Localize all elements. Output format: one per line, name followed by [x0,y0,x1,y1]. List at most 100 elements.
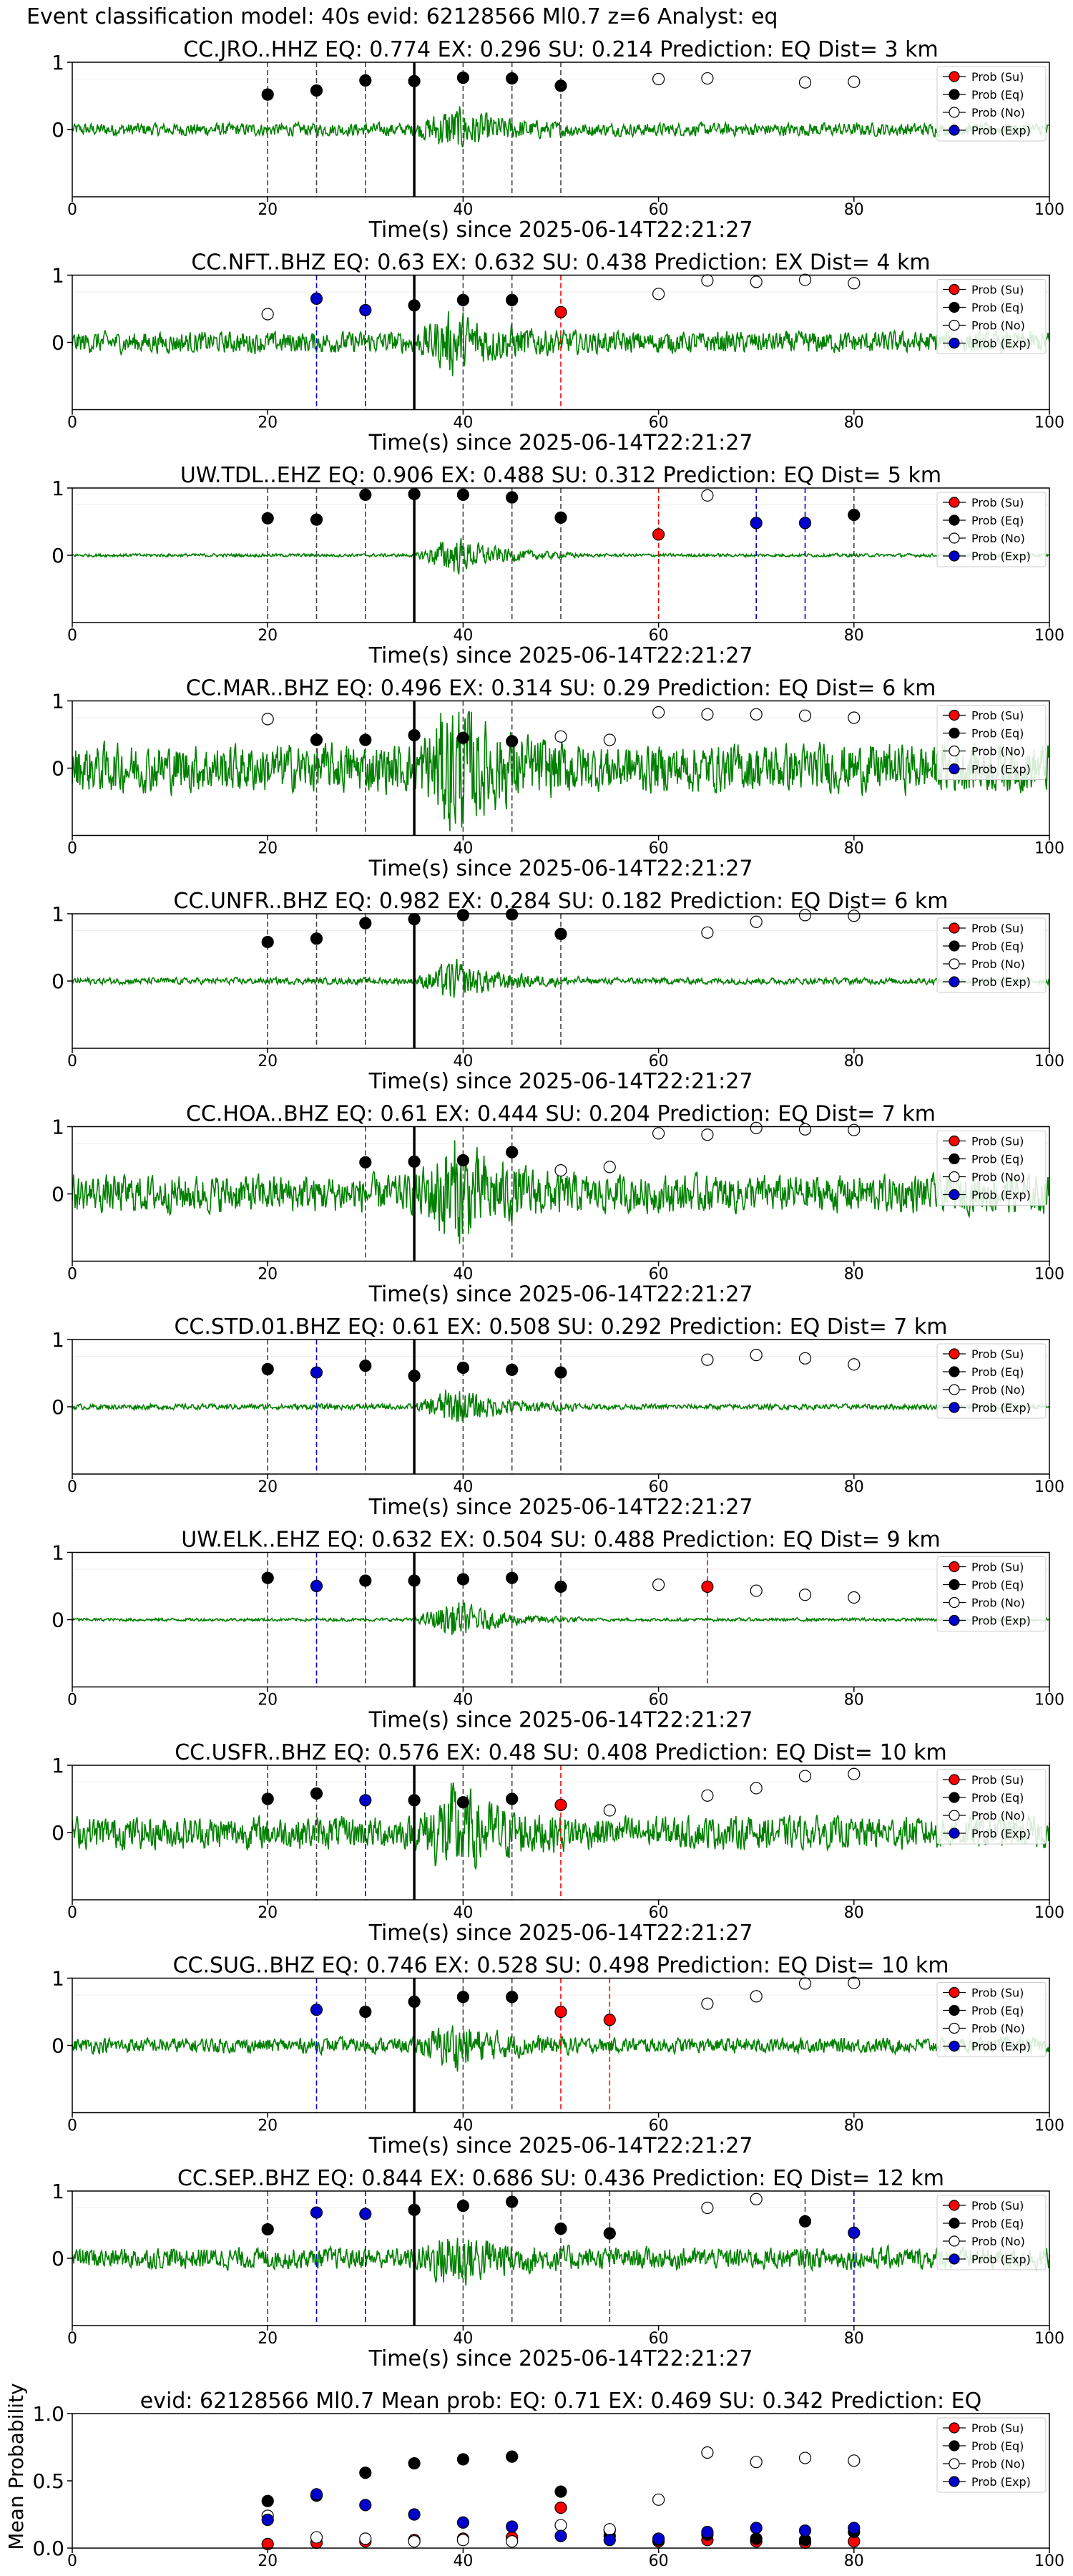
probability-point [554,1798,567,1812]
panel-title: UW.TDL..EHZ EQ: 0.906 EX: 0.488 SU: 0.31… [180,463,941,488]
legend-marker [949,2458,960,2469]
legend-entry: Prob (Eq) [971,2004,1024,2018]
probability-point [310,84,323,97]
mean-probability-point [798,2524,812,2537]
probability-point [798,273,812,286]
probability-point [359,1360,372,1372]
y-tick-label: 1 [52,1541,64,1565]
y-tick-label: 0 [52,2034,64,2058]
y-tick-label: 0.0 [32,2537,64,2560]
x-axis-label: Time(s) since 2025-06-14T22:21:27 [368,1708,753,1733]
probability-point [652,72,665,86]
probability-point [798,909,812,922]
legend-marker [949,1986,960,1999]
probability-point [456,909,470,922]
legend-entry: Prob (Su) [971,1135,1024,1148]
x-tick-label: 20 [258,414,278,432]
legend-marker [949,319,960,331]
y-tick-label: 1 [52,51,64,74]
legend-entry: Prob (No) [971,1171,1025,1184]
waveform-trace [72,1390,1050,1422]
legend-entry: Prob (No) [971,532,1025,545]
probability-point [848,1123,861,1136]
x-tick-label: 0 [67,2552,77,2570]
probability-point [261,1362,274,1375]
legend-marker [949,1366,960,1377]
legend-entry: Prob (No) [971,2235,1025,2248]
x-tick-label: 20 [258,2330,278,2348]
legend-marker [949,727,960,739]
probability-point [554,1580,567,1594]
x-axis-label: Time(s) since 2025-06-14T22:21:27 [368,1495,753,1520]
legend: Prob (Su) Prob (Eq) Prob (No) Prob (Exp) [936,1556,1047,1631]
panel-title: CC.SEP..BHZ EQ: 0.844 EX: 0.686 SU: 0.43… [177,2166,944,2191]
mean-probability-point [506,2520,519,2533]
x-tick-label: 0 [67,414,77,432]
legend-entry: Prob (Eq) [971,2217,1024,2230]
probability-point [261,512,274,525]
probability-point [408,1155,421,1168]
probability-point [408,1794,421,1807]
probability-point [506,1363,519,1376]
x-tick-label: 20 [258,1478,278,1496]
probability-point [359,917,372,930]
legend-entry: Prob (Su) [971,496,1024,509]
probability-point [261,308,274,321]
y-tick-label: 1 [52,2180,64,2203]
probability-point [506,72,519,85]
legend-entry: Prob (Exp) [971,2475,1031,2489]
x-tick-label: 20 [258,2552,278,2570]
legend-marker [949,922,960,934]
x-tick-label: 40 [453,1053,473,1070]
legend-marker [949,1189,960,1201]
legend-marker [949,1792,960,1803]
mean-probability-point [554,2502,567,2514]
legend: Prob (Su) Prob (Eq) Prob (No) Prob (Exp) [936,492,1047,567]
x-tick-label: 40 [453,2552,473,2570]
legend-marker [949,1171,960,1183]
mean-probability-point [506,2535,519,2548]
legend-entry: Prob (Exp) [971,1401,1031,1415]
x-tick-label: 0 [67,1692,77,1709]
legend-box [936,1982,1047,2057]
legend-marker [949,2440,960,2451]
probability-point [750,275,763,288]
panel-title: CC.SUG..BHZ EQ: 0.746 EX: 0.528 SU: 0.49… [173,1953,949,1979]
x-axis-label: Time(s) since 2025-06-14T22:21:27 [368,431,753,456]
mean-probability-point [310,2531,323,2544]
probability-point [506,735,519,748]
y-tick-label: 1 [52,1328,64,1352]
legend-entry: Prob (Exp) [971,2253,1031,2266]
legend-entry: Prob (Eq) [971,514,1024,527]
probability-point [506,908,519,921]
probability-point [359,2207,372,2220]
probability-point [359,74,372,87]
legend-entry: Prob (No) [971,2022,1025,2036]
probability-point [554,306,567,318]
probability-point [750,1121,763,1134]
legend-marker [949,497,960,508]
x-tick-label: 60 [649,2117,669,2135]
probability-point [506,2195,519,2208]
probability-point [506,1146,519,1158]
y-tick-label: 0 [52,331,64,355]
x-tick-label: 0 [67,1478,77,1496]
probability-point [652,706,665,719]
x-tick-label: 80 [844,627,864,645]
mean-probability-point [408,2535,421,2548]
legend: Prob (Su) Prob (Eq) Prob (No) Prob (Exp) [936,279,1047,354]
legend: Prob (Su) Prob (Eq) Prob (No) Prob (Exp) [936,917,1047,993]
probability-point [456,1153,470,1167]
probability-point [848,909,861,922]
probability-point [848,508,861,522]
y-tick-label: 0 [52,970,64,993]
mean-probability-point [603,2523,616,2536]
legend-box [936,1343,1047,1419]
legend-marker [949,2253,960,2265]
x-tick-label: 80 [844,1904,864,1922]
legend-marker [949,2422,960,2434]
probability-point [798,76,812,89]
y-tick-label: 0 [52,1609,64,1632]
probability-point [701,1580,714,1594]
x-axis-label: Time(s) since 2025-06-14T22:21:27 [368,1282,753,1307]
